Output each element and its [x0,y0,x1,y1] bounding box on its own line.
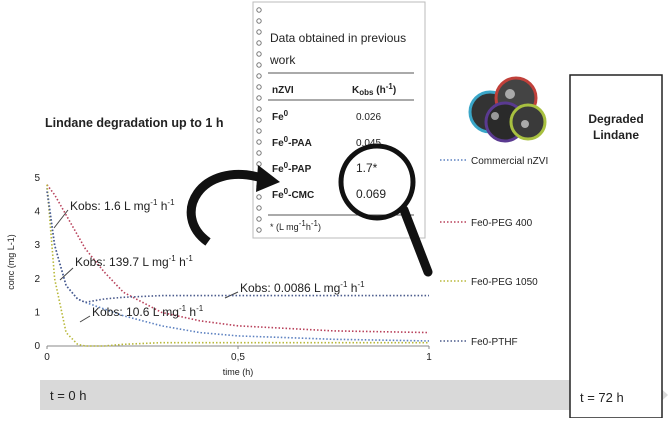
y-tick-label: 3 [34,240,40,251]
row-value: 1.7* [356,161,378,175]
notepad-rings [257,8,261,232]
panel-title: Lindane [593,128,639,142]
annotation: Kobs: 139.7 L mg-1 h-1 [75,254,193,269]
annotation: Kobs: 1.6 L mg-1 h-1 [70,198,175,213]
time-end: t = 72 h [580,390,624,405]
note-line: work [269,53,296,67]
graphical-abstract: t = 0 h Degraded Lindane t = 72 h Data o… [0,0,668,418]
panel-title: Degraded [588,112,643,126]
legend-label: Commercial nZVI [471,156,548,167]
x-tick-label: 0,5 [231,352,245,363]
note-line: Data obtained in previous [270,31,406,45]
row-value: 0.026 [356,112,381,123]
row-label: Fe0-PAA [272,135,312,149]
degraded-panel [570,75,662,418]
legend-label: Fe0-PTHF [471,337,518,348]
y-tick-label: 5 [34,173,40,184]
y-axis-label: conc (mg L-1) [6,234,16,290]
header-cell: nZVI [272,85,294,96]
y-tick-label: 0 [34,341,40,352]
y-tick-label: 4 [34,207,40,218]
x-tick-label: 1 [426,352,432,363]
curved-arrow [191,174,262,242]
legend-label: Fe0-PEG 1050 [471,277,538,288]
annotation: Kobs: 0.0086 L mg-1 h-1 [240,280,365,295]
time-start: t = 0 h [50,388,87,403]
x-tick-label: 0 [44,352,50,363]
y-tick-label: 1 [34,307,40,318]
y-tick-label: 2 [34,274,40,285]
annotation: Kobs: 10.6 L mg-1 h-1 [92,304,204,319]
row-value: 0.069 [356,187,386,201]
row-label: Fe0-CMC [272,187,314,201]
row-label: Fe0-PAP [272,161,312,175]
nanoparticles [470,78,545,141]
legend-label: Fe0-PEG 400 [471,218,533,229]
chart-title: Lindane degradation up to 1 h [45,116,223,130]
x-axis-label: time (h) [223,367,254,377]
